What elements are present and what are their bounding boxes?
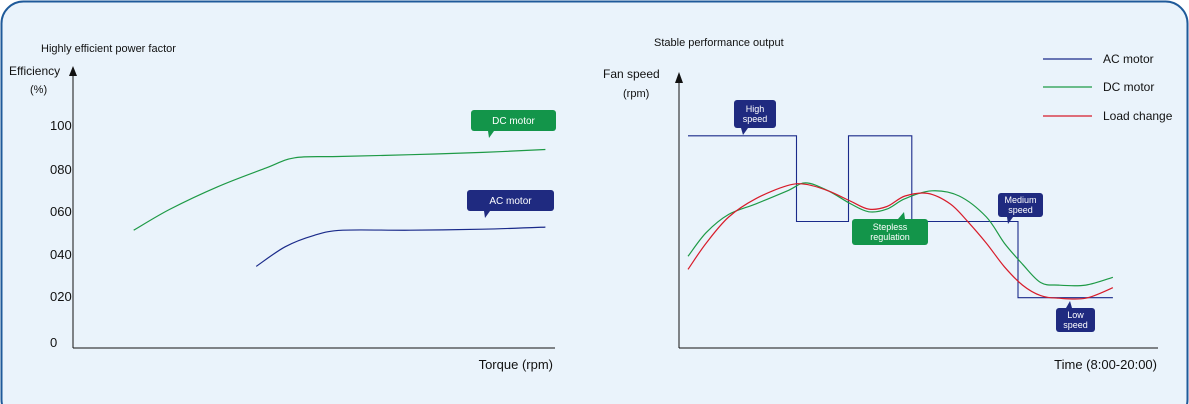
efficiency-y-tick-label: 040 bbox=[50, 247, 72, 262]
fan-speed-callouts: HighspeedSteplessregulationMediumspeedLo… bbox=[734, 100, 1095, 332]
efficiency-y-axis-label: Efficiency bbox=[9, 64, 60, 78]
dc-motor-callout-pointer bbox=[488, 131, 494, 138]
fan-speed-y-axis-arrow bbox=[675, 72, 683, 83]
ac-motor-callout-text: AC motor bbox=[489, 196, 532, 207]
efficiency-y-tick-label: 020 bbox=[50, 289, 72, 304]
ac-motor-efficiency-line bbox=[255, 226, 546, 267]
medium-speed-callout-text: speed bbox=[1008, 205, 1033, 215]
load-change-speed-line bbox=[687, 183, 1114, 300]
medium-speed-callout-box bbox=[998, 193, 1043, 217]
efficiency-y-axis-arrow bbox=[69, 66, 77, 76]
dc-motor-callout-box bbox=[471, 110, 556, 131]
fan-speed-chart-title: Stable performance output bbox=[654, 37, 784, 49]
ac-motor-callout-box bbox=[467, 190, 554, 211]
fan-speed-x-axis-label: Time (8:00-20:00) bbox=[1054, 357, 1157, 372]
medium-speed-callout-text: Medium bbox=[1004, 195, 1036, 205]
high-speed-callout-box bbox=[734, 100, 776, 128]
efficiency-chart-title: Highly efficient power factor bbox=[41, 43, 176, 55]
dc-motor-efficiency-line bbox=[133, 148, 546, 231]
fan-speed-chart: Stable performance output Fan speed (rpm… bbox=[603, 37, 1173, 372]
dc-motor-callout: DC motor bbox=[471, 110, 556, 138]
efficiency-series bbox=[133, 148, 546, 267]
dc-motor-legend-label: DC motor bbox=[1103, 80, 1154, 94]
stepless-regulation-callout-text: Stepless bbox=[873, 222, 908, 232]
low-speed-callout-text: speed bbox=[1063, 320, 1088, 330]
low-speed-callout-box bbox=[1056, 308, 1095, 332]
ac-motor-callout: AC motor bbox=[467, 190, 554, 218]
efficiency-y-tick-label: 0 bbox=[50, 335, 57, 350]
dc-motor-callout-text: DC motor bbox=[492, 116, 535, 127]
efficiency-x-axis-label: Torque (rpm) bbox=[479, 357, 553, 372]
ac-motor-callout-pointer bbox=[484, 211, 490, 218]
efficiency-y-tick-label: 100 bbox=[50, 118, 72, 133]
efficiency-callouts: DC motor AC motor bbox=[467, 110, 556, 218]
ac-motor-legend-label: AC motor bbox=[1103, 52, 1154, 66]
fan-speed-legend: AC motor DC motor Load change bbox=[1043, 52, 1173, 123]
efficiency-y-tick-label: 080 bbox=[50, 162, 72, 177]
efficiency-y-axis-unit: (%) bbox=[30, 84, 47, 96]
fan-speed-y-axis-label: Fan speed bbox=[603, 67, 660, 81]
efficiency-chart: Highly efficient power factor Efficiency… bbox=[9, 43, 556, 372]
dc-motor-speed-line bbox=[687, 182, 1114, 287]
efficiency-y-tick-label: 060 bbox=[50, 204, 72, 219]
high-speed-callout-text: speed bbox=[743, 114, 768, 124]
efficiency-y-ticks: 100 080 060 040 020 0 bbox=[50, 118, 72, 350]
low-speed-callout-pointer bbox=[1066, 301, 1072, 308]
high-speed-callout-pointer bbox=[741, 128, 748, 135]
fan-speed-y-axis-unit: (rpm) bbox=[623, 88, 649, 100]
medium-speed-callout-pointer bbox=[1007, 217, 1013, 224]
high-speed-callout-text: High bbox=[746, 104, 765, 114]
low-speed-callout-text: Low bbox=[1067, 310, 1084, 320]
stepless-regulation-callout-text: regulation bbox=[870, 232, 910, 242]
stepless-regulation-callout-pointer bbox=[898, 212, 905, 219]
fan-speed-series bbox=[687, 135, 1114, 300]
load-change-legend-label: Load change bbox=[1103, 109, 1173, 123]
stepless-regulation-callout-box bbox=[852, 219, 928, 245]
